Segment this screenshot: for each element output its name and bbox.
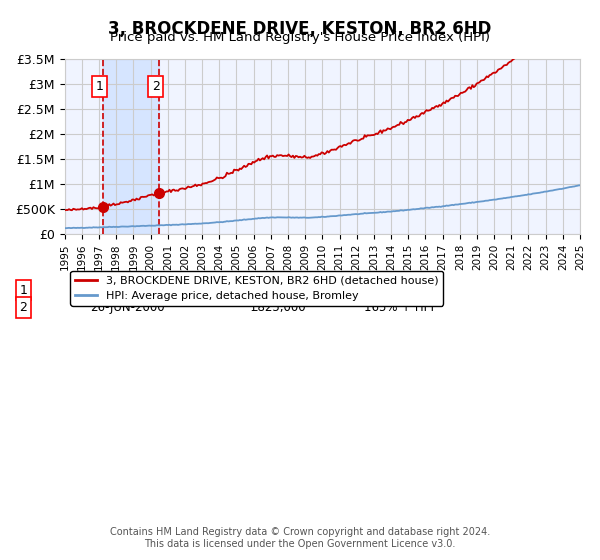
Text: Contains HM Land Registry data © Crown copyright and database right 2024.
This d: Contains HM Land Registry data © Crown c… [110,527,490,549]
Text: 165% ↑ HPI: 165% ↑ HPI [364,301,434,314]
Text: 1: 1 [20,284,28,297]
Text: 21-MAR-1997: 21-MAR-1997 [91,284,170,297]
Legend: 3, BROCKDENE DRIVE, KESTON, BR2 6HD (detached house), HPI: Average price, detach: 3, BROCKDENE DRIVE, KESTON, BR2 6HD (det… [70,271,443,306]
Bar [103,59,159,234]
Text: 26-JUN-2000: 26-JUN-2000 [91,301,165,314]
Text: £550,000: £550,000 [250,284,306,297]
Text: 2: 2 [20,301,28,314]
Text: 2: 2 [152,80,160,93]
Text: 1: 1 [95,80,103,93]
Text: 3, BROCKDENE DRIVE, KESTON, BR2 6HD: 3, BROCKDENE DRIVE, KESTON, BR2 6HD [109,20,491,38]
Text: Price paid vs. HM Land Registry's House Price Index (HPI): Price paid vs. HM Land Registry's House … [110,31,490,44]
Text: 198% ↑ HPI: 198% ↑ HPI [364,284,434,297]
Text: £825,000: £825,000 [250,301,306,314]
